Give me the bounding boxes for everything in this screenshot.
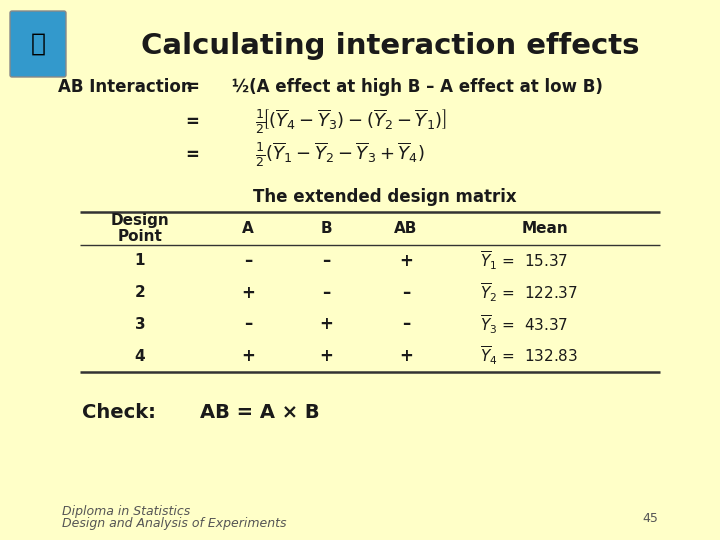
Text: Mean: Mean <box>521 221 568 236</box>
Text: B: B <box>320 221 332 236</box>
Text: $\overline{Y}_2$ =  122.37: $\overline{Y}_2$ = 122.37 <box>480 281 578 304</box>
Text: =: = <box>185 146 199 164</box>
Text: Diploma in Statistics: Diploma in Statistics <box>62 505 190 518</box>
Text: $\frac{1}{2}\!\left[(\overline{Y}_4-\overline{Y}_3)-(\overline{Y}_2-\overline{Y}: $\frac{1}{2}\!\left[(\overline{Y}_4-\ove… <box>255 107 447 136</box>
Text: ½(A effect at high B – A effect at low B): ½(A effect at high B – A effect at low B… <box>232 78 603 96</box>
Text: 1: 1 <box>135 253 145 268</box>
Text: Design and Analysis of Experiments: Design and Analysis of Experiments <box>62 517 287 530</box>
Text: A: A <box>242 221 254 236</box>
Text: =: = <box>185 78 199 96</box>
Text: +: + <box>241 347 255 365</box>
Text: AB = A × B: AB = A × B <box>200 402 320 422</box>
Text: 3: 3 <box>135 317 145 332</box>
Text: –: – <box>402 284 410 302</box>
Text: Check:: Check: <box>82 402 156 422</box>
Text: Calculating interaction effects: Calculating interaction effects <box>140 32 639 60</box>
Text: 4: 4 <box>135 349 145 363</box>
Text: $\overline{Y}_4$ =  132.83: $\overline{Y}_4$ = 132.83 <box>480 345 578 367</box>
Text: $\frac{1}{2}(\overline{Y}_1-\overline{Y}_2-\overline{Y}_3+\overline{Y}_4)$: $\frac{1}{2}(\overline{Y}_1-\overline{Y}… <box>255 141 425 169</box>
Text: 2: 2 <box>135 285 145 300</box>
Text: –: – <box>322 252 330 270</box>
Text: $\overline{Y}_3$ =  43.37: $\overline{Y}_3$ = 43.37 <box>480 313 568 336</box>
Text: –: – <box>402 315 410 333</box>
Text: +: + <box>319 347 333 365</box>
Text: –: – <box>322 284 330 302</box>
Text: 45: 45 <box>642 511 658 524</box>
Text: AB: AB <box>395 221 418 236</box>
Text: Design
Point: Design Point <box>111 213 169 245</box>
Text: =: = <box>185 113 199 131</box>
Text: –: – <box>244 315 252 333</box>
Text: –: – <box>244 252 252 270</box>
Text: AB Interaction: AB Interaction <box>58 78 193 96</box>
Text: 🏰: 🏰 <box>30 32 45 56</box>
Text: +: + <box>241 284 255 302</box>
Text: $\overline{Y}_1$ =  15.37: $\overline{Y}_1$ = 15.37 <box>480 249 568 272</box>
Text: +: + <box>399 347 413 365</box>
Text: +: + <box>319 315 333 333</box>
FancyBboxPatch shape <box>10 11 66 77</box>
Text: +: + <box>399 252 413 270</box>
Text: The extended design matrix: The extended design matrix <box>253 188 517 206</box>
